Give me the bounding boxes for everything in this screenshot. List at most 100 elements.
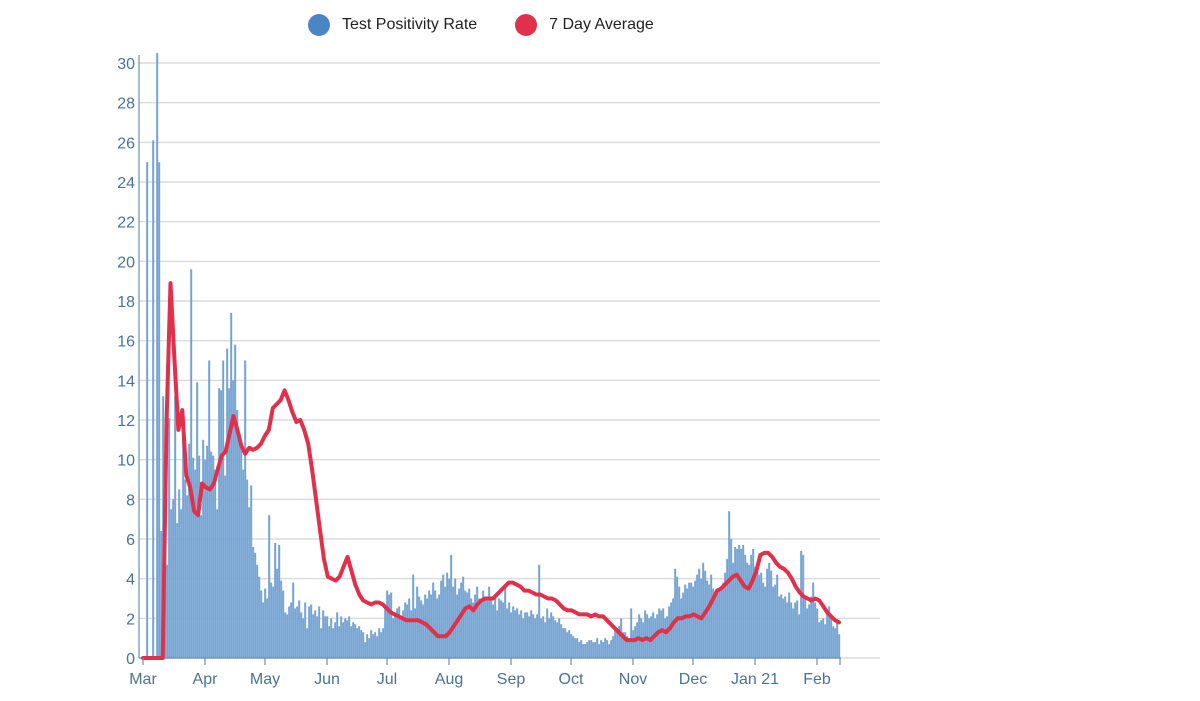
bar (306, 628, 308, 658)
bar (382, 628, 384, 658)
bar (392, 618, 394, 658)
bar (270, 582, 272, 658)
bar (710, 574, 712, 658)
bar (242, 469, 244, 658)
bar (326, 616, 328, 658)
bar (350, 626, 352, 658)
bar (342, 622, 344, 658)
bar (268, 515, 270, 658)
bar (586, 642, 588, 658)
bar (716, 592, 718, 658)
bar (824, 624, 826, 658)
bar (532, 614, 534, 658)
bar (800, 550, 802, 658)
bar (734, 546, 736, 658)
bar (790, 602, 792, 658)
bar (406, 604, 408, 658)
bar (736, 548, 738, 658)
bar (754, 566, 756, 658)
bar (356, 628, 358, 658)
bar (316, 616, 318, 658)
bar (732, 562, 734, 658)
bar (186, 495, 188, 658)
legend-dot-icon-blue (308, 14, 330, 36)
bar (818, 622, 820, 658)
bar (592, 642, 594, 658)
bar (336, 612, 338, 658)
bar (770, 570, 772, 658)
bar (466, 592, 468, 658)
y-tick-label: 18 (117, 294, 135, 311)
bar (180, 509, 182, 658)
bar (726, 558, 728, 658)
bar (440, 580, 442, 658)
bar (584, 644, 586, 658)
bar (628, 638, 630, 658)
y-tick-label: 12 (117, 413, 135, 430)
bar (470, 598, 472, 658)
legend-item-test-positivity[interactable]: Test Positivity Rate (308, 14, 477, 36)
bar (738, 544, 740, 658)
bar (662, 608, 664, 658)
bar (560, 624, 562, 658)
bar (728, 511, 730, 658)
bar (546, 608, 548, 658)
bar (286, 614, 288, 658)
bar (488, 586, 490, 658)
bar (348, 616, 350, 658)
bar (300, 612, 302, 658)
bar (314, 610, 316, 658)
bar (604, 638, 606, 658)
bar (556, 622, 558, 658)
bar (432, 582, 434, 658)
bar (688, 582, 690, 658)
bar (176, 523, 178, 658)
bar (582, 644, 584, 658)
y-tick-label: 24 (117, 175, 135, 192)
bar (562, 628, 564, 658)
bar (780, 594, 782, 658)
legend-item-7-day-average[interactable]: 7 Day Average (515, 14, 654, 36)
bar (420, 600, 422, 658)
bar (424, 594, 426, 658)
bar (822, 618, 824, 658)
bar (388, 594, 390, 658)
bar (182, 423, 184, 658)
bar (340, 616, 342, 658)
y-tick-label: 20 (117, 254, 135, 271)
bar (490, 598, 492, 658)
bar (266, 598, 268, 658)
bar (634, 626, 636, 658)
bar (598, 644, 600, 658)
bar (262, 602, 264, 658)
y-tick-label: 0 (126, 651, 135, 668)
bar (508, 602, 510, 658)
y-tick-label: 30 (117, 56, 135, 73)
bar (576, 638, 578, 658)
bar (782, 598, 784, 658)
x-tick-label: May (250, 671, 280, 688)
bar (308, 606, 310, 658)
bar (504, 588, 506, 658)
bar (442, 574, 444, 658)
bar (384, 606, 386, 658)
x-tick-label: Mar (129, 671, 157, 688)
bar (288, 606, 290, 658)
bar (620, 618, 622, 658)
bar (378, 628, 380, 658)
bar (630, 608, 632, 658)
bar (234, 344, 236, 658)
bar (624, 632, 626, 658)
bar (380, 632, 382, 658)
bar (542, 616, 544, 658)
bar (678, 586, 680, 658)
bar (816, 608, 818, 658)
bar (278, 544, 280, 658)
bar (574, 638, 576, 658)
bar (198, 455, 200, 658)
bar (226, 348, 228, 658)
y-tick-label: 8 (126, 492, 135, 509)
bar (760, 572, 762, 658)
